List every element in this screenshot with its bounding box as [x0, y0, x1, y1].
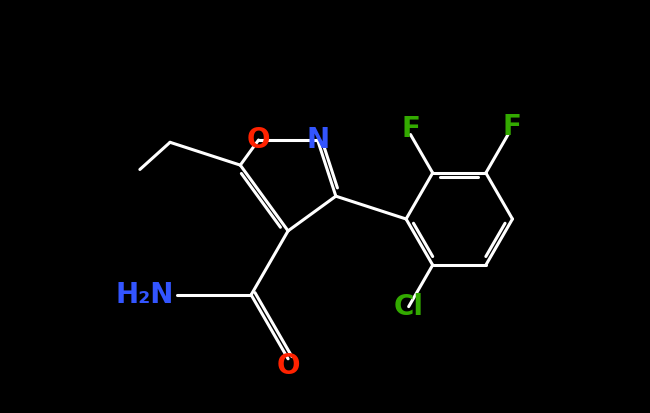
- Text: N: N: [306, 126, 329, 154]
- Text: O: O: [276, 352, 300, 380]
- Text: F: F: [502, 113, 521, 141]
- Text: H₂N: H₂N: [115, 281, 174, 309]
- Text: Cl: Cl: [394, 293, 424, 320]
- Text: O: O: [247, 126, 270, 154]
- Text: F: F: [401, 115, 420, 142]
